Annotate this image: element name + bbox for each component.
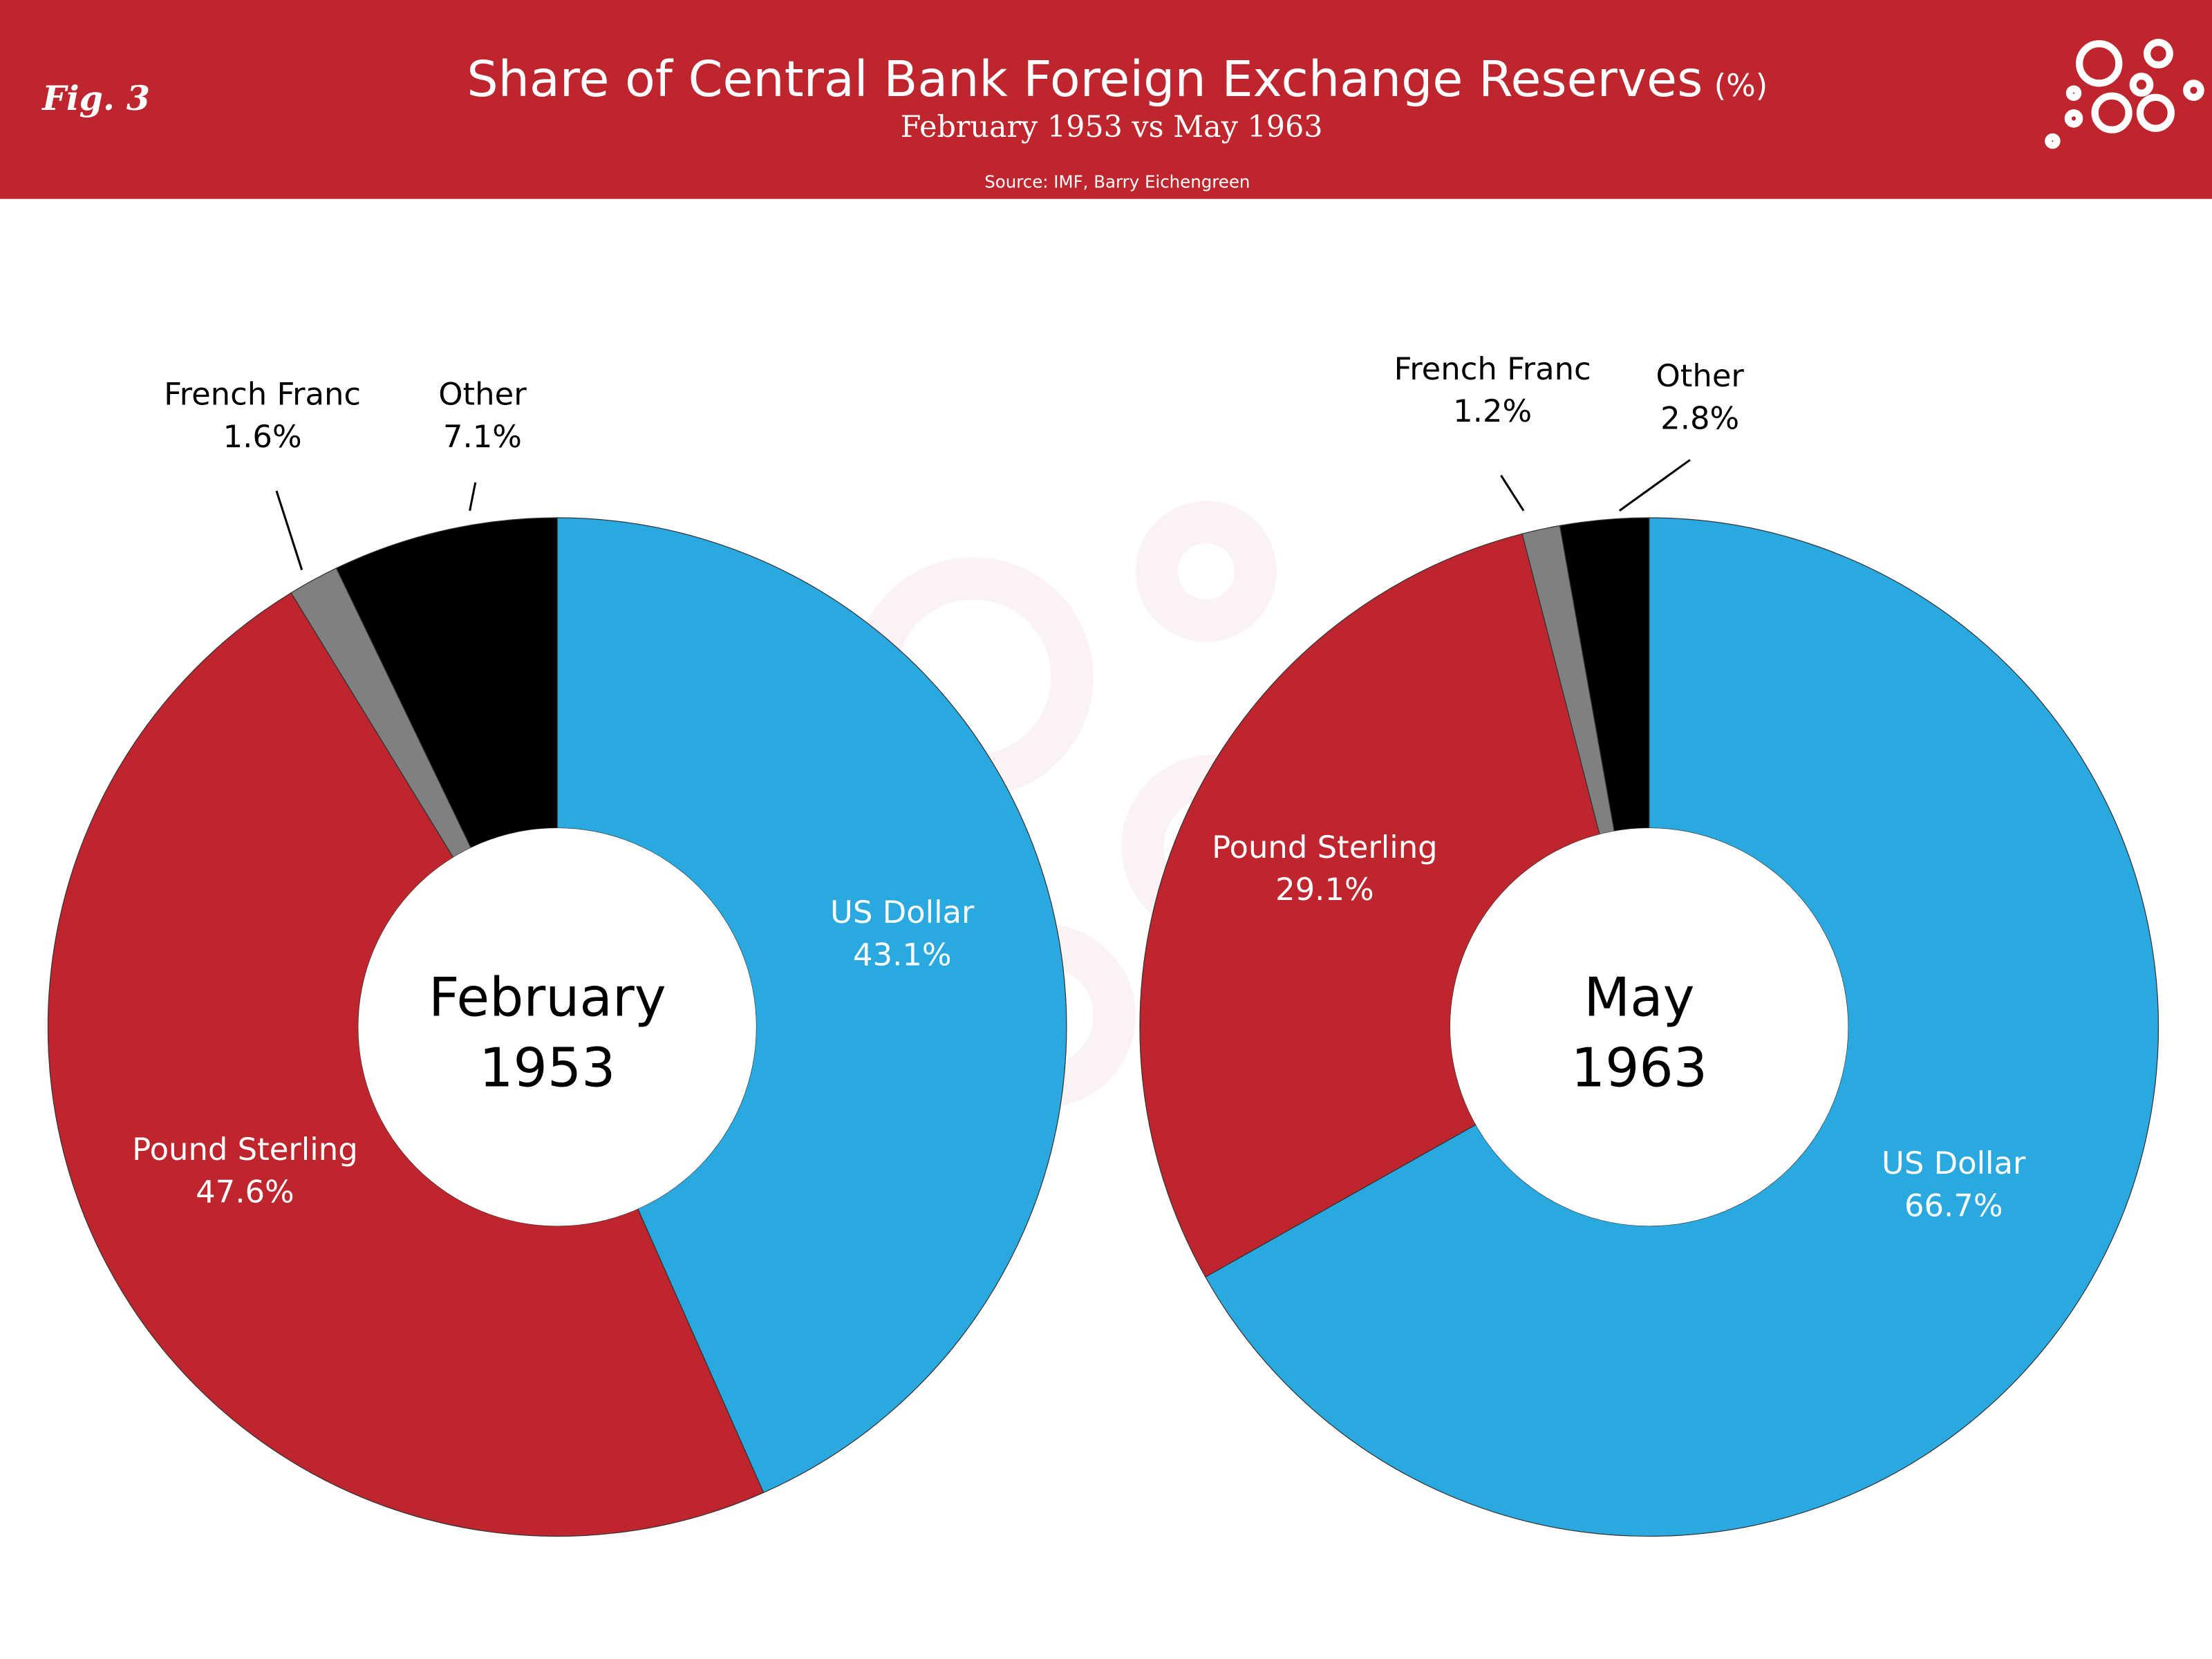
title: Share of Central Bank Foreign Exchange R… <box>467 50 1768 108</box>
leader-line <box>1618 459 1691 512</box>
slice-label: Pound Sterling <box>132 1131 358 1168</box>
center-label: 1963 <box>1571 1037 1707 1099</box>
slice-label: French Franc <box>1394 350 1591 387</box>
value-label: 2.8% <box>1660 400 1739 436</box>
slice-label: Pound Sterling <box>1212 829 1438 865</box>
title-unit: (%) <box>1714 67 1768 104</box>
value-label: 1.2% <box>1453 393 1532 429</box>
slice-label: US Dollar <box>1882 1145 2026 1181</box>
value-label: 7.1% <box>443 418 522 455</box>
value-label: 47.6% <box>196 1173 294 1210</box>
leader-line <box>1500 474 1525 512</box>
center-label: May <box>1584 966 1694 1029</box>
donut-hole <box>358 827 756 1226</box>
source: Source: IMF, Barry Eichengreen <box>984 171 1250 191</box>
value-label: 66.7% <box>1904 1187 2003 1224</box>
value-label: 29.1% <box>1275 871 1374 908</box>
leader-line <box>469 482 477 512</box>
slice-label: Other <box>438 376 527 413</box>
center-label: 1953 <box>479 1037 615 1099</box>
slice-label: Other <box>1656 357 1744 394</box>
fig-label: Fig. 3 <box>41 78 150 118</box>
leader-line <box>275 490 303 570</box>
value-label: 1.6% <box>223 418 302 455</box>
gears-icon <box>2045 39 2204 149</box>
header-band <box>0 0 2212 199</box>
center-label: February <box>429 966 666 1029</box>
slice-label: French Franc <box>164 376 361 413</box>
title-text: Share of Central Bank Foreign Exchange R… <box>467 50 1703 108</box>
donut-hole <box>1450 827 1848 1226</box>
value-label: 43.1% <box>853 936 952 973</box>
subtitle: February 1953 vs May 1963 <box>901 110 1323 144</box>
slice-label: US Dollar <box>830 894 975 930</box>
